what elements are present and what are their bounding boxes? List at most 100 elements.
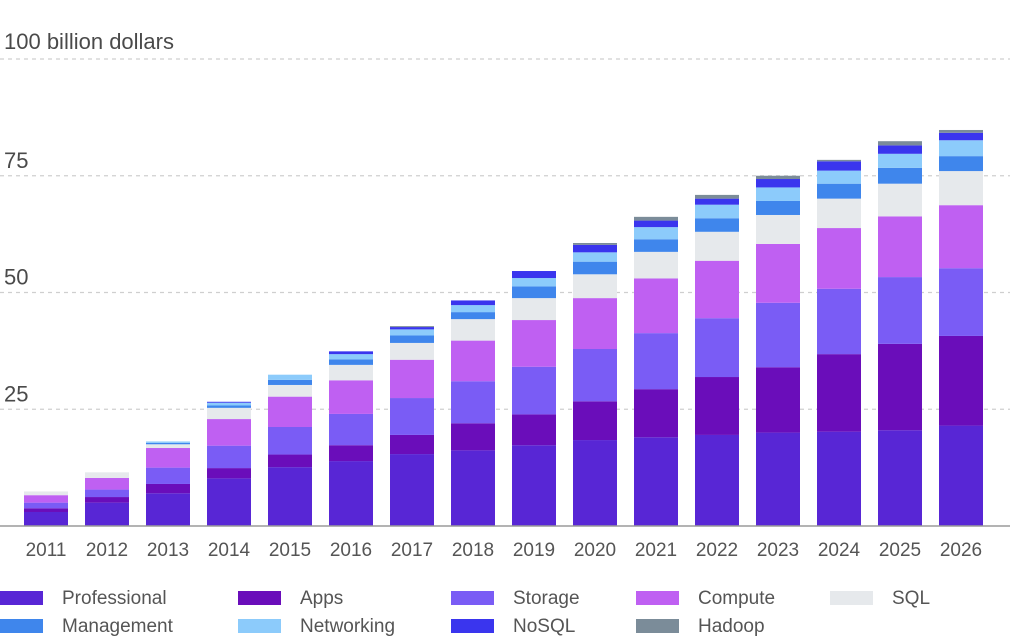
legend-label: Hadoop [698, 616, 765, 637]
legend-label: Storage [513, 588, 580, 609]
bar-segment [756, 200, 800, 215]
bar-segment [817, 198, 861, 229]
y-tick-label: 50 [4, 265, 28, 290]
legend-swatch [830, 591, 873, 605]
legend-swatch [0, 591, 43, 605]
bar-segment [390, 327, 434, 330]
bar-segment [390, 454, 434, 526]
bar-segment [878, 153, 922, 168]
x-tick-labels: 2011 2012 2013 2014 2015 2016 2017 2018 2019 2020… [26, 540, 983, 561]
bar-segment [817, 431, 861, 526]
bar-segment [878, 183, 922, 217]
bar-segment [207, 405, 251, 408]
bar-segment [573, 274, 617, 299]
bar-segment [695, 318, 739, 378]
bar-segment [451, 300, 495, 306]
legend-swatch [636, 591, 679, 605]
bar-segment [878, 145, 922, 154]
bar-segment [634, 239, 678, 252]
x-tick-label: 2026 [940, 540, 982, 561]
bar-segment [512, 278, 556, 287]
bar-segment [451, 319, 495, 341]
bar-segment [817, 288, 861, 355]
bar-segment [634, 437, 678, 526]
bar-segment [695, 198, 739, 205]
bar-segment [207, 445, 251, 469]
bar-segment [939, 268, 983, 336]
bar-segment [390, 359, 434, 399]
bar-segment [329, 354, 373, 360]
bar-segment [146, 448, 190, 468]
bar-segment [817, 170, 861, 184]
bar-segment [573, 261, 617, 275]
bar-segment [573, 298, 617, 350]
bar-segment [634, 389, 678, 438]
bar-segment [85, 489, 129, 498]
x-tick-label: 2024 [818, 540, 861, 561]
bar-segment [207, 401, 251, 403]
bar-segment [817, 228, 861, 289]
x-tick-label: 2018 [452, 540, 494, 561]
bar-segment [390, 434, 434, 455]
bar-segment [939, 129, 983, 133]
legend-swatch [238, 619, 281, 633]
bar-segment [756, 175, 800, 180]
bar-segment [268, 426, 312, 455]
bar-segment [207, 419, 251, 446]
bar-segment [939, 140, 983, 157]
bar-segment [939, 132, 983, 141]
legend-swatch [0, 619, 43, 633]
bar-segment [329, 413, 373, 446]
bar-segment [390, 342, 434, 360]
bar-segment [85, 472, 129, 478]
bar-segment [268, 374, 312, 380]
bar-segment [512, 366, 556, 415]
bar-segment [329, 364, 373, 381]
bar-segment [695, 231, 739, 261]
bar-segment [146, 467, 190, 484]
bar-segment [573, 440, 617, 526]
bar-segment [329, 351, 373, 355]
y-tick-labels: 25 50 75 [4, 148, 28, 407]
x-tick-label: 2022 [696, 540, 738, 561]
bar-segment [817, 183, 861, 199]
bar-segment [695, 260, 739, 319]
bar-segment [207, 402, 251, 406]
legend-label: Management [62, 616, 174, 637]
bar-segment [451, 340, 495, 382]
bar-segment [329, 445, 373, 462]
bar-segment [878, 167, 922, 184]
bar-segment [695, 377, 739, 435]
bar-segment [756, 432, 800, 526]
bar-segment [756, 243, 800, 303]
bar-segment [695, 218, 739, 232]
bar-segment [512, 286, 556, 299]
bar-segment [512, 298, 556, 321]
bar-segment [24, 508, 68, 512]
y-axis-label: 100 billion dollars [4, 29, 174, 54]
x-tick-label: 2012 [86, 540, 128, 561]
bar-segment [85, 497, 129, 503]
bar-segment [939, 156, 983, 172]
bar-segment [512, 320, 556, 367]
bar-segment [878, 141, 922, 146]
bar-segment [573, 242, 617, 245]
x-tick-label: 2019 [513, 540, 555, 561]
bar-segment [146, 442, 190, 445]
legend-label: NoSQL [513, 616, 575, 637]
bar-segment [573, 401, 617, 441]
bar-segment [24, 502, 68, 509]
bar-segment [390, 335, 434, 343]
bar-segment [207, 407, 251, 420]
bar-segment [634, 278, 678, 334]
bar-segment [634, 227, 678, 240]
bar-segment [146, 483, 190, 494]
bar-segment [146, 444, 190, 449]
bar-segment [756, 179, 800, 188]
legend: Professional Apps Storage Compute SQL Managem… [0, 588, 930, 637]
bar-segment [878, 216, 922, 278]
bar-segment [817, 161, 861, 171]
bar-segment [390, 398, 434, 435]
x-tick-label: 2023 [757, 540, 799, 561]
bar-segment [512, 445, 556, 526]
